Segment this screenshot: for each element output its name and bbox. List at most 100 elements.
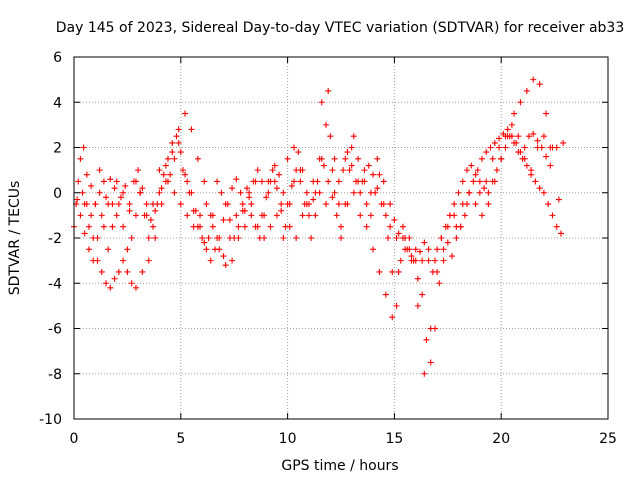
data-point <box>120 257 127 264</box>
data-point <box>464 167 471 174</box>
data-point <box>220 253 227 260</box>
data-point <box>427 359 434 366</box>
data-point <box>109 223 116 230</box>
data-point <box>278 207 285 214</box>
data-point <box>329 194 336 201</box>
data-point <box>269 167 276 174</box>
data-point <box>265 189 272 196</box>
data-point <box>139 185 146 192</box>
data-point <box>167 171 174 178</box>
data-point <box>421 370 428 377</box>
data-point <box>555 196 562 203</box>
data-point <box>273 212 280 219</box>
data-point <box>453 235 460 241</box>
data-point <box>496 144 503 151</box>
data-point <box>387 201 394 208</box>
data-point <box>263 194 270 201</box>
data-point <box>92 201 99 208</box>
data-point <box>291 178 298 185</box>
data-point <box>408 253 415 260</box>
data-point <box>248 201 255 208</box>
data-point <box>100 178 107 185</box>
data-point <box>75 178 82 185</box>
data-point <box>333 212 340 219</box>
data-point <box>231 235 238 241</box>
data-point <box>378 201 385 208</box>
data-point <box>399 235 406 241</box>
data-point <box>139 268 146 275</box>
data-point <box>241 207 248 214</box>
data-point <box>483 149 490 156</box>
data-point <box>169 139 176 146</box>
data-point <box>387 223 394 230</box>
data-point <box>543 110 550 117</box>
data-point <box>199 235 206 241</box>
data-point <box>150 223 157 230</box>
data-point <box>188 126 195 133</box>
data-point <box>414 275 421 282</box>
data-point <box>523 162 530 169</box>
x-tick-label: 5 <box>176 431 185 447</box>
data-point <box>323 201 330 208</box>
data-point <box>417 248 424 255</box>
data-point <box>248 212 255 219</box>
data-point <box>105 201 112 208</box>
data-point <box>451 201 458 208</box>
data-point <box>536 81 543 88</box>
data-point <box>348 162 355 169</box>
data-point <box>538 144 545 151</box>
x-tick-label: 10 <box>279 431 297 447</box>
data-point <box>466 189 473 196</box>
data-point <box>156 189 163 196</box>
data-point <box>282 223 289 230</box>
data-point <box>500 130 507 137</box>
data-point <box>519 155 526 162</box>
data-point <box>504 126 511 133</box>
data-point <box>370 171 377 178</box>
data-point <box>357 212 364 219</box>
x-tick-label: 20 <box>492 431 510 447</box>
data-point <box>449 253 456 260</box>
data-point <box>83 171 90 178</box>
data-point <box>271 162 278 169</box>
data-point <box>446 212 453 219</box>
data-point <box>459 201 466 208</box>
data-point <box>239 201 246 208</box>
data-point <box>207 257 214 264</box>
data-point <box>130 178 137 185</box>
data-point <box>540 189 547 196</box>
data-point <box>391 216 398 223</box>
data-point <box>293 167 300 174</box>
data-point <box>141 212 148 219</box>
data-point <box>376 171 383 178</box>
data-point <box>278 201 285 208</box>
data-point <box>455 189 462 196</box>
data-point <box>267 223 274 230</box>
data-point <box>111 275 118 282</box>
data-point <box>502 144 509 151</box>
data-point <box>511 110 518 117</box>
data-point <box>327 133 334 140</box>
data-point <box>521 144 528 151</box>
data-point <box>147 216 154 223</box>
data-point <box>308 235 315 241</box>
data-point <box>382 291 389 298</box>
data-point <box>164 178 171 185</box>
data-point <box>145 257 152 264</box>
y-axis-label: SDTVAR / TECUs <box>7 181 23 296</box>
data-point <box>472 171 479 178</box>
data-point <box>194 155 201 162</box>
data-point <box>493 167 500 174</box>
data-point <box>299 212 306 219</box>
data-point <box>376 268 383 275</box>
data-point <box>338 235 344 241</box>
data-point <box>88 182 95 189</box>
y-tick-label: -8 <box>48 367 62 383</box>
data-point <box>523 87 530 94</box>
data-point <box>182 110 189 117</box>
data-point <box>77 212 84 219</box>
data-point <box>320 162 327 169</box>
data-point <box>312 212 319 219</box>
data-point <box>77 155 84 162</box>
data-point <box>389 268 396 275</box>
